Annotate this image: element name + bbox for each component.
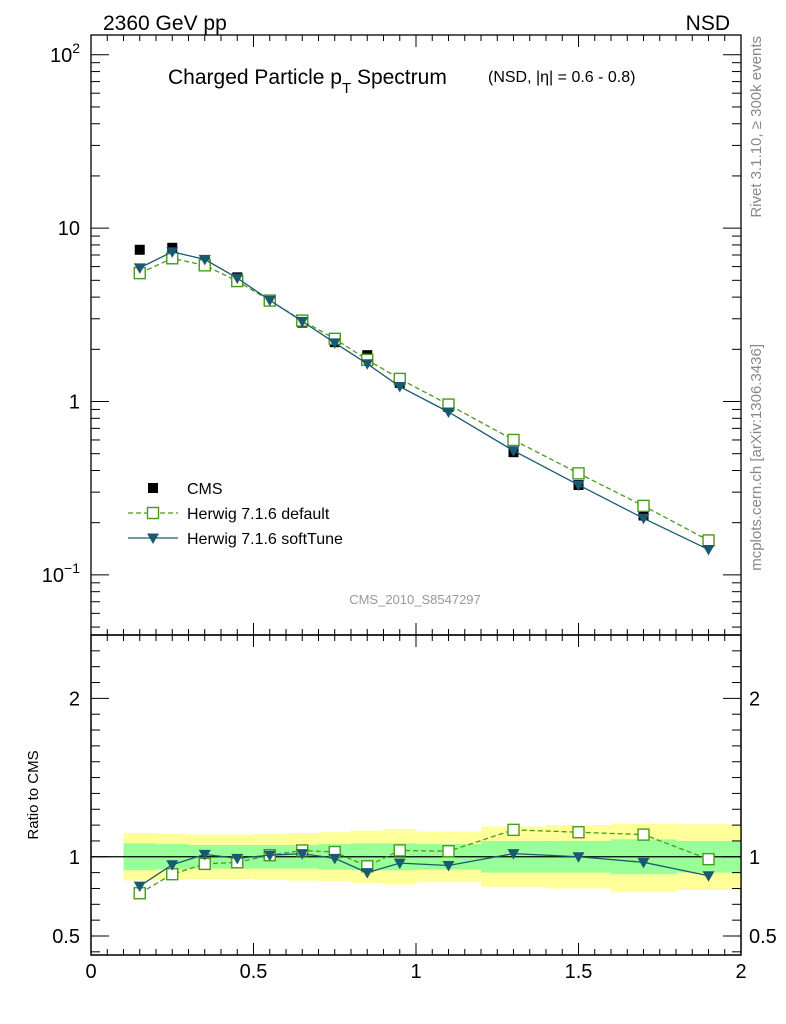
ratio-y-tick-label: 1 <box>69 847 80 869</box>
ratio-y-tick-label: 0.5 <box>52 926 80 948</box>
data-point-softtune <box>361 359 374 370</box>
ratio-y-tick-label: 2 <box>69 688 80 710</box>
ratio-point-default <box>572 826 585 839</box>
ratio-point-default <box>507 823 520 837</box>
rivet-version-label: Rivet 3.1.10, ≥ 300k events <box>748 36 765 218</box>
data-point-default <box>507 433 520 447</box>
ratio-series-softtune <box>133 849 715 893</box>
data-point-softtune <box>263 295 276 307</box>
ratio-point-default <box>393 844 406 857</box>
data-point-default <box>702 534 715 547</box>
plot-title-main2: Spectrum <box>351 66 447 89</box>
data-point-default <box>572 467 585 480</box>
data-point-cms <box>134 244 145 255</box>
main-y-tick-label: 10−1 <box>42 560 80 587</box>
ratio-axis-label: Ratio to CMS <box>25 750 42 839</box>
ratio-point-softtune <box>263 850 276 862</box>
ratio-point-softtune <box>637 857 650 869</box>
legend: CMS Herwig 7.1.6 default Herwig 7.1.6 soft… <box>128 481 343 548</box>
plot-title-main: Charged Particle p <box>168 66 342 89</box>
ratio-point-softtune <box>166 860 179 871</box>
data-point-softtune <box>572 480 585 491</box>
plot-title: Charged Particle pT Spectrum <box>168 66 447 97</box>
legend-marker-default <box>146 506 160 520</box>
main-y-tick-label-exp: 2 <box>72 40 80 56</box>
data-point-softtune <box>702 545 715 556</box>
data-point-softtune <box>328 338 341 349</box>
ratio-line-default <box>139 829 709 894</box>
legend-label-softtune: Herwig 7.1.6 softTune <box>187 531 343 548</box>
ratio-y-tick-label-right: 0.5 <box>749 926 777 948</box>
ratio-point-softtune <box>231 853 244 865</box>
ratio-point-softtune <box>296 849 309 860</box>
ratio-line-softtune <box>139 852 709 887</box>
header-collision: 2360 GeV pp <box>103 12 227 35</box>
x-tick-labels: 0 0.5 1 1.5 2 <box>85 961 746 983</box>
plot-title-subscript: T <box>342 80 351 97</box>
data-point-softtune <box>393 382 406 393</box>
series-softtune <box>133 247 715 556</box>
legend-marker-softtune <box>147 533 159 544</box>
plot-title-note: (NSD, |η| = 0.6 - 0.8) <box>488 69 635 86</box>
ratio-panel-border <box>90 634 742 956</box>
x-tick-label: 0 <box>85 961 96 983</box>
data-point-softtune <box>231 273 244 285</box>
legend-marker-cms <box>148 483 158 493</box>
main-y-tick-label-base: 10 <box>58 218 80 240</box>
main-y-tick-label-base: 10 <box>50 45 72 67</box>
data-point-softtune <box>442 407 455 418</box>
main-y-tick-label-base: 1 <box>69 392 80 414</box>
data-point-softtune <box>166 247 179 258</box>
legend-label-cms: CMS <box>187 481 223 498</box>
ratio-point-softtune <box>572 852 585 863</box>
x-tick-label: 2 <box>735 961 746 983</box>
main-y-tick-label: 102 <box>50 40 80 67</box>
ratio-point-softtune <box>133 881 146 893</box>
main-y-tick-label: 1 <box>69 392 80 414</box>
ratio-axis-ticks: 0.5 0.5 1 1 2 2 <box>52 634 777 955</box>
ratio-point-softtune <box>393 858 406 870</box>
data-point-softtune <box>133 263 146 274</box>
series-line-softtune <box>139 251 709 551</box>
ratio-point-softtune <box>198 849 211 861</box>
legend-label-default: Herwig 7.1.6 default <box>187 506 330 523</box>
ratio-point-softtune <box>507 849 520 860</box>
ratio-point-softtune <box>328 853 341 865</box>
ratio-point-softtune <box>442 860 455 872</box>
x-tick-label: 1.5 <box>565 961 593 983</box>
mcplots-label: mcplots.cern.ch [arXiv:1306.3436] <box>748 344 765 571</box>
ratio-y-tick-label-right: 1 <box>749 847 760 869</box>
x-tick-label: 1 <box>410 961 421 983</box>
data-point-softtune <box>198 254 211 266</box>
data-point-softtune <box>296 316 309 328</box>
ratio-point-default <box>702 852 715 866</box>
ratio-panel-frame <box>90 634 742 956</box>
analysis-id: CMS_2010_S8547297 <box>349 592 481 607</box>
series-cms <box>134 242 714 545</box>
data-point-softtune <box>507 446 520 457</box>
main-y-tick-label: 10 <box>58 218 80 240</box>
ratio-y-tick-label-right: 2 <box>749 688 760 710</box>
header-process: NSD <box>686 12 730 35</box>
data-point-softtune <box>637 513 650 525</box>
ratio-point-softtune <box>361 868 374 879</box>
ratio-point-default <box>442 845 455 858</box>
x-tick-label: 0.5 <box>240 961 268 983</box>
ratio-point-softtune <box>702 871 715 882</box>
ratio-point-default <box>637 828 650 841</box>
main-y-tick-label-base: 10 <box>42 565 64 587</box>
data-point-default <box>637 499 650 513</box>
main-y-tick-label-exp: −1 <box>64 560 80 576</box>
